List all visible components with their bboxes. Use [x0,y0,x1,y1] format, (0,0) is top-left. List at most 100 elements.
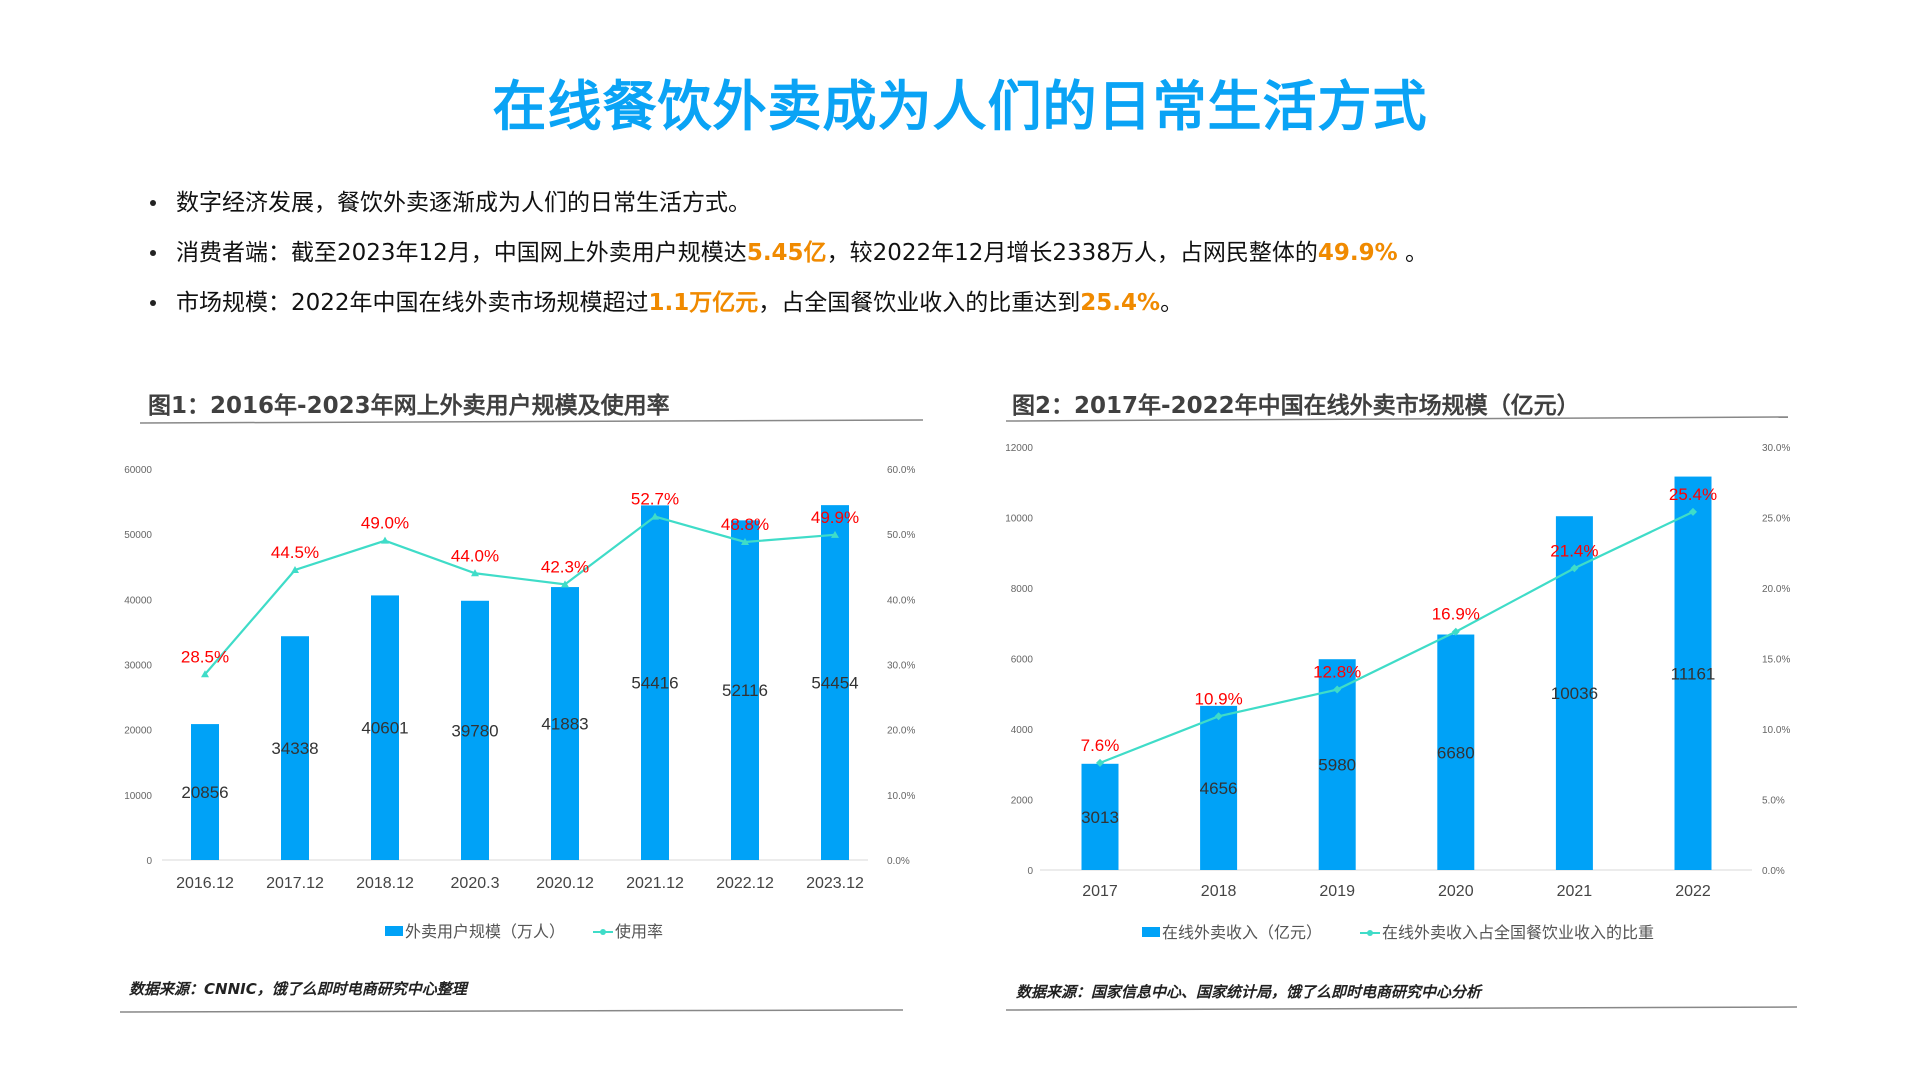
line-value-label: 12.8% [1313,663,1361,682]
right-axis-tick: 10.0% [887,791,915,802]
bar [461,600,489,860]
x-axis-tick: 2022 [1675,883,1711,900]
bullet-list: 数字经济发展，餐饮外卖逐渐成为人们的日常生活方式。消费者端：截至2023年12月… [150,178,1428,328]
x-axis-tick: 2020 [1438,883,1474,900]
line-value-label: 28.5% [181,647,229,666]
bar-value-label: 4656 [1200,779,1238,798]
left-axis-tick: 10000 [1005,514,1033,525]
x-axis-tick: 2020.3 [451,875,500,892]
bar [1437,634,1475,870]
line-point [381,536,389,544]
right-axis-tick: 20.0% [1762,584,1790,595]
highlight-value: 5.45亿 [746,240,827,266]
legend-line-label: 使用率 [615,922,663,941]
legend-line-label: 在线外卖收入占全国餐饮业收入的比重 [1382,923,1654,942]
bar [1318,659,1356,870]
bar [1674,476,1712,870]
x-axis-tick: 2018.12 [356,875,414,892]
right-axis-tick: 15.0% [1762,655,1790,666]
bar-value-label: 3013 [1081,808,1119,827]
x-axis-tick: 2017 [1082,883,1118,900]
left-axis-tick: 10000 [124,791,152,802]
line-value-label: 16.9% [1432,605,1480,624]
left-axis-tick: 0 [1027,866,1033,877]
legend-bar-label: 在线外卖收入（亿元） [1162,923,1322,942]
right-axis-tick: 20.0% [887,726,915,737]
x-axis-tick: 2023.12 [806,875,864,892]
x-axis-tick: 2021.12 [626,875,684,892]
chart1-source: 数据来源：CNNIC，饿了么即时电商研究中心整理 [129,980,467,998]
line-point [561,580,569,588]
bar [641,505,669,860]
bar-value-label: 54416 [631,674,678,693]
left-axis-tick: 4000 [1011,725,1034,736]
bar-value-label: 40601 [361,719,408,738]
line-value-label: 52.7% [631,490,679,509]
line-point [1689,507,1697,516]
x-axis-tick: 2017.12 [266,875,324,892]
left-axis-tick: 0 [146,856,152,867]
line-value-label: 44.5% [271,543,319,562]
bullet-text: 数字经济发展，餐饮外卖逐渐成为人们的日常生活方式。 [176,190,751,216]
bullet-dot [150,250,156,256]
bar [551,587,579,860]
line-value-label: 49.0% [361,514,409,533]
x-axis-tick: 2021 [1557,883,1593,900]
chart2-title: 图2：2017年-2022年中国在线外卖市场规模（亿元） [1012,393,1580,419]
legend-bar-swatch [1142,927,1160,937]
line-point [1570,564,1579,573]
bullet-item: 消费者端：截至2023年12月，中国网上外卖用户规模达 5.45亿 ，较2022年1… [150,228,1428,278]
line-value-label: 7.6% [1081,736,1120,755]
line-point [201,670,209,678]
legend-line-marker [1367,930,1373,936]
line-value-label: 44.0% [451,546,499,565]
bar [371,595,399,860]
line-series [204,515,836,675]
title-underline [139,419,924,424]
x-axis-tick: 2022.12 [716,875,774,892]
bar-value-label: 10036 [1551,684,1598,703]
title-underline [1005,416,1789,422]
right-axis-tick: 10.0% [1762,725,1790,736]
bullet-item: 市场规模：2022年中国在线外卖市场规模超过 1.1万亿元 ，占全国餐饮业收入的比重… [150,278,1428,328]
line-point [741,537,749,545]
line-point [1333,685,1342,694]
bullet-text: 。 [1160,290,1184,316]
highlight-value: 25.4% [1080,290,1161,316]
bar-value-label: 39780 [451,721,498,740]
chart2-source: 数据来源：国家信息中心、国家统计局，饿了么即时电商研究中心分析 [1016,983,1482,1001]
left-axis-tick: 40000 [124,595,152,606]
right-axis-tick: 25.0% [1762,514,1790,525]
left-axis-tick: 60000 [124,465,152,476]
bar [1081,763,1119,870]
left-axis-tick: 20000 [124,726,152,737]
source-underline [119,1009,904,1013]
line-point [471,569,479,577]
x-axis-tick: 2020.12 [536,875,594,892]
line-point [291,566,299,574]
right-axis-tick: 50.0% [887,530,915,541]
left-axis-tick: 12000 [1005,443,1033,454]
x-axis-tick: 2019 [1319,883,1355,900]
bullet-dot [150,300,156,306]
line-point [1096,758,1104,767]
bar [191,724,219,860]
chart1-title: 图1：2016年-2023年网上外卖用户规模及使用率 [148,393,670,419]
line-point [1451,627,1460,636]
line-value-label: 49.9% [811,508,859,527]
right-axis-tick: 30.0% [1762,443,1790,454]
bar-value-label: 20856 [181,783,228,802]
line-value-label: 42.3% [541,557,589,576]
left-axis-tick: 6000 [1011,655,1034,666]
right-axis-tick: 0.0% [1762,866,1785,877]
bar-value-label: 5980 [1318,756,1356,775]
line-value-label: 48.8% [721,515,769,534]
left-axis-tick: 8000 [1011,584,1034,595]
bar-value-label: 11161 [1671,664,1716,683]
line-value-label: 21.4% [1550,541,1598,560]
highlight-value: 1.1万亿元 [648,290,759,316]
left-axis-tick: 2000 [1011,796,1034,807]
bullet-text: ，占全国餐饮业收入的比重达到 [758,290,1081,316]
bar-value-label: 34338 [271,739,318,758]
